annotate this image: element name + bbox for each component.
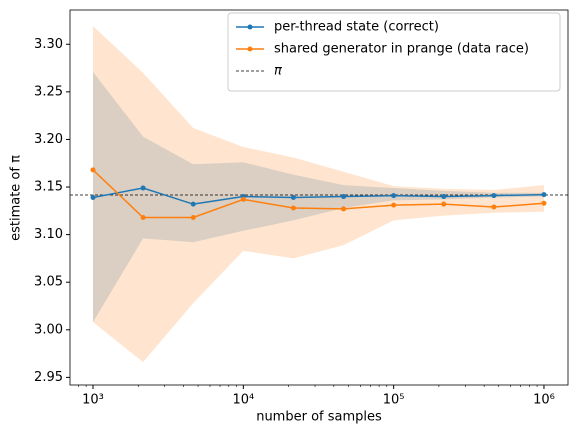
x-tick-label: 10³	[82, 393, 104, 408]
x-tick-label: 10⁶	[533, 393, 555, 408]
y-tick-label: 3.00	[34, 322, 63, 337]
confidence-band	[93, 26, 544, 363]
data-point	[290, 205, 296, 211]
y-tick-label: 3.20	[34, 132, 63, 147]
y-axis-label: estimate of π	[9, 155, 24, 241]
series-line	[92, 187, 544, 205]
data-point	[190, 214, 196, 220]
data-point	[140, 185, 146, 191]
y-tick-label: 2.95	[34, 370, 63, 385]
data-point	[541, 192, 547, 198]
data-point	[240, 196, 246, 202]
data-point	[391, 193, 397, 199]
data-point	[491, 193, 497, 199]
data-point	[90, 167, 96, 173]
x-tick-label: 10⁴	[232, 393, 254, 408]
y-tick-label: 3.10	[34, 227, 63, 242]
x-axis-label: number of samples	[256, 410, 382, 425]
y-tick-label: 3.15	[34, 180, 63, 195]
data-point	[341, 206, 347, 212]
data-point	[541, 200, 547, 206]
legend-marker	[247, 24, 253, 30]
legend-label: per-thread state (correct)	[274, 20, 439, 35]
y-tick-label: 3.30	[34, 37, 63, 52]
data-point	[391, 202, 397, 208]
data-point	[441, 194, 447, 200]
y-tick-label: 3.25	[34, 84, 63, 99]
y-tick-label: 3.05	[34, 275, 63, 290]
legend-label: π	[274, 64, 282, 79]
data-point	[491, 204, 497, 210]
legend-box	[227, 12, 561, 92]
plot-frame	[69, 9, 569, 386]
x-tick-label: 10⁵	[383, 393, 405, 408]
data-point	[290, 195, 296, 200]
data-point	[140, 214, 146, 220]
legend-marker	[247, 46, 253, 52]
series-line	[92, 169, 545, 219]
data-point	[190, 201, 196, 207]
legend: per-thread state (correct) shared generat…	[227, 12, 561, 92]
data-point	[441, 201, 447, 207]
data-point	[90, 195, 96, 200]
data-point	[341, 194, 347, 200]
legend-label: shared generator in prange (data race)	[274, 42, 529, 57]
